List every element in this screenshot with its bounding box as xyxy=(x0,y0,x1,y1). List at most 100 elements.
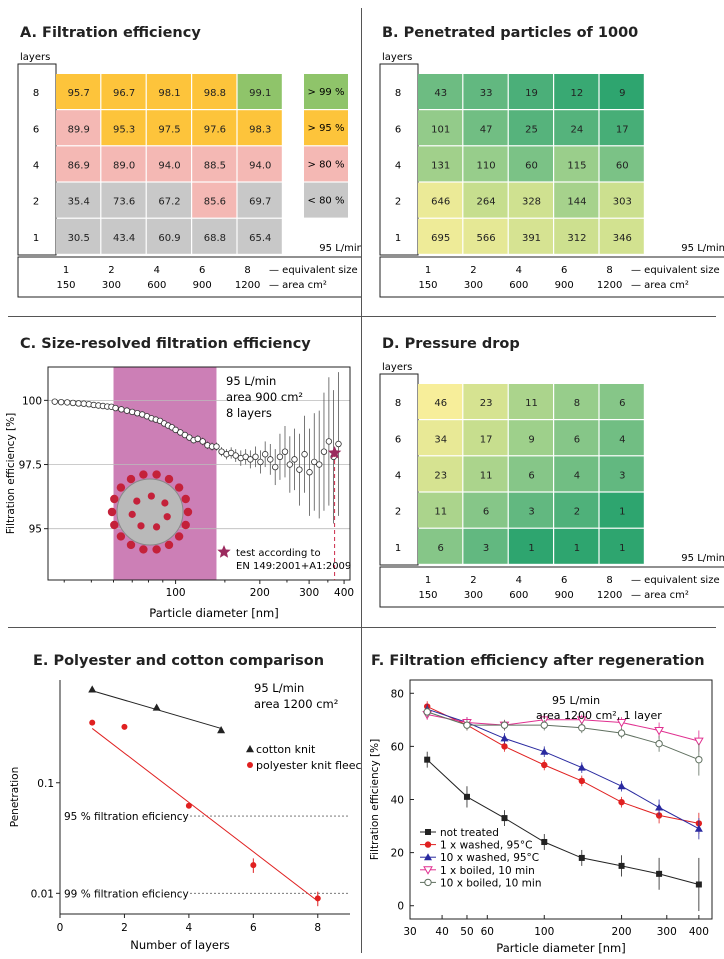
cell-value: 6 xyxy=(438,543,444,554)
row-label: 6 xyxy=(395,124,401,135)
series-marker xyxy=(423,708,431,716)
row-label: 4 xyxy=(395,471,401,482)
legend-label: 1 x boiled, 10 min xyxy=(440,865,535,877)
heatmap-cell xyxy=(463,420,508,456)
series-marker xyxy=(577,763,586,771)
cell-value: 12 xyxy=(571,88,584,99)
legend-label: > 95 % xyxy=(308,123,345,134)
cell-value: 264 xyxy=(477,197,496,208)
panel-d-title: D. Pressure drop xyxy=(382,336,520,352)
series-marker xyxy=(618,798,625,806)
cell-value: 85.6 xyxy=(204,197,226,208)
legend-cotton-label: cotton knit xyxy=(256,743,316,756)
cell-value: 6 xyxy=(528,471,534,482)
cell-value: 11 xyxy=(434,507,447,518)
row-header: layers xyxy=(382,362,412,373)
data-point xyxy=(325,438,333,445)
row-label: 1 xyxy=(33,233,39,244)
heatmap-cell xyxy=(192,218,237,254)
virus-spike xyxy=(137,522,145,530)
series-marker xyxy=(654,726,664,736)
heatmap-cell xyxy=(599,74,644,109)
virus-spike xyxy=(133,497,141,505)
cell-value: 65.4 xyxy=(249,233,271,244)
data-point xyxy=(172,426,179,434)
series-marker xyxy=(463,721,471,729)
axis-label-area: — area cm² xyxy=(631,590,689,601)
heatmap-cell xyxy=(599,456,644,492)
series-marker xyxy=(655,803,664,811)
series-line xyxy=(426,759,700,885)
heatmap-cell xyxy=(463,110,508,146)
column-size-label: 1 xyxy=(425,575,431,586)
heatmap-cell xyxy=(554,218,599,254)
data-point xyxy=(320,448,328,455)
heatmap-cell xyxy=(508,110,553,146)
series-marker xyxy=(541,761,548,769)
row-label: 4 xyxy=(395,161,401,172)
heatmap-cell xyxy=(599,384,644,419)
series-marker xyxy=(425,829,431,835)
series-marker xyxy=(463,793,470,800)
legend-label: not treated xyxy=(440,827,499,839)
series-marker xyxy=(617,729,626,737)
cell-value: 9 xyxy=(528,434,534,445)
legend-label: 10 x washed, 95°C xyxy=(440,852,539,864)
cell-value: 1 xyxy=(528,543,534,554)
series-line xyxy=(427,711,700,761)
series-marker xyxy=(424,853,432,861)
data-point xyxy=(301,451,308,458)
heatmap-cell xyxy=(146,74,191,109)
panel-e-chart: 95 % filtration eficiency 99 % filtration… xyxy=(9,680,361,952)
y-tick-label: 0.1 xyxy=(37,778,54,790)
panel-a-title: A. Filtration efficiency xyxy=(20,25,201,41)
cell-value: 35.4 xyxy=(68,197,90,208)
heatmap-cell xyxy=(554,492,599,528)
series-marker xyxy=(424,878,432,887)
cell-value: 97.6 xyxy=(204,124,226,135)
cell-value: 3 xyxy=(483,543,489,554)
data-point xyxy=(286,461,294,468)
virus-spike xyxy=(174,532,184,541)
panel-c-title: C. Size-resolved filtration efficiency xyxy=(20,336,311,352)
cell-value: 346 xyxy=(613,233,632,244)
cell-value: 47 xyxy=(480,124,493,135)
series-marker xyxy=(424,756,431,763)
cell-value: 3 xyxy=(619,471,625,482)
virus-body xyxy=(116,478,184,546)
column-axis-box xyxy=(379,566,724,608)
cell-value: 4 xyxy=(619,434,625,445)
series-marker xyxy=(617,782,626,790)
heatmap-cell xyxy=(599,528,644,564)
cotton-point xyxy=(88,685,97,693)
heatmap-cell xyxy=(508,528,553,564)
data-point xyxy=(252,453,259,461)
legend-swatch xyxy=(304,74,348,109)
heatmap-cell xyxy=(101,218,146,254)
heatmap-cell xyxy=(554,110,599,146)
cell-value: 69.7 xyxy=(249,197,271,208)
heatmap-cell xyxy=(101,110,146,146)
virus-spike xyxy=(128,510,136,518)
cell-value: 566 xyxy=(477,233,496,244)
y-tick-label: 0 xyxy=(397,901,404,913)
virus-spike xyxy=(110,494,119,504)
column-size-label: 1 xyxy=(425,265,431,276)
column-area-label: 150 xyxy=(418,590,437,601)
cell-value: 33 xyxy=(480,88,493,99)
cell-value: 86.9 xyxy=(68,161,90,172)
polyester-fit-line xyxy=(91,728,319,902)
heatmap-cell xyxy=(508,182,553,218)
series-marker xyxy=(576,716,587,725)
cell-value: 23 xyxy=(434,471,447,482)
cell-value: 2 xyxy=(574,507,580,518)
data-point xyxy=(276,453,284,461)
legend-label: > 99 % xyxy=(308,87,345,98)
axis-label-area: — area cm² xyxy=(269,280,327,291)
info-text: 8 layers xyxy=(226,406,272,420)
column-area-label: 900 xyxy=(555,280,574,291)
row-header: layers xyxy=(20,52,50,63)
column-size-label: 2 xyxy=(108,265,114,276)
x-tick-label: 8 xyxy=(314,922,321,934)
heatmap-cell xyxy=(508,492,553,528)
